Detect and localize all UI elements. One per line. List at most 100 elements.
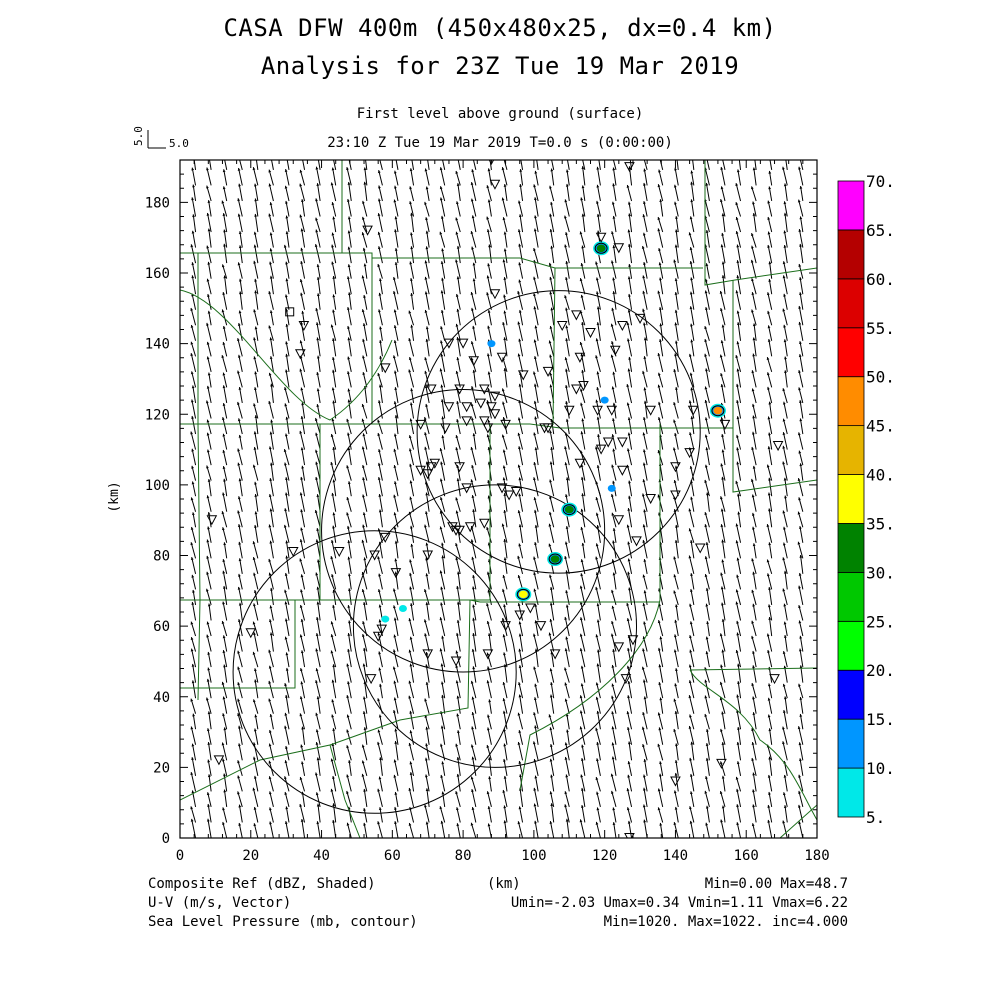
wind-vector-head	[705, 542, 709, 545]
wind-vector-head	[301, 761, 304, 765]
wind-vector-head	[439, 197, 443, 201]
wind-vector	[767, 804, 773, 823]
wind-vector	[206, 555, 212, 574]
wind-vector	[317, 601, 321, 621]
wind-vector-head	[409, 201, 412, 205]
wind-vector-head	[564, 791, 568, 795]
wind-vector	[704, 573, 710, 590]
wind-vector-head	[643, 819, 647, 823]
x-tick-label: 80	[455, 848, 472, 864]
wind-vector-head	[610, 354, 614, 358]
wind-vector-head	[332, 776, 335, 779]
wind-vector-head	[190, 324, 194, 328]
wind-vector	[628, 432, 633, 450]
wind-vector-head	[533, 697, 537, 701]
wind-vector-head	[751, 512, 755, 516]
wind-vector-head	[628, 495, 631, 499]
wind-vector-head	[782, 461, 786, 465]
wind-vector	[237, 401, 243, 419]
wind-vector-head	[486, 527, 489, 530]
wind-vector	[612, 649, 617, 668]
station-marker	[769, 674, 780, 685]
wind-vector	[735, 589, 742, 606]
wind-vector-head	[549, 821, 553, 824]
wind-vector-head	[673, 649, 677, 653]
wind-vector-head	[236, 401, 240, 405]
wind-vector-head	[596, 184, 600, 188]
wind-vector-head	[642, 308, 645, 312]
wind-vector-head	[595, 512, 599, 516]
wind-vector-head	[253, 244, 257, 248]
station-marker	[634, 313, 646, 324]
wind-vector-head	[254, 679, 257, 683]
wind-vector	[441, 725, 446, 745]
wind-vector-head	[798, 450, 802, 454]
wind-vector	[565, 401, 570, 419]
wind-vector	[535, 524, 539, 543]
wind-vector-head	[285, 200, 288, 204]
wind-vector	[410, 277, 415, 295]
wind-vector-head	[783, 696, 787, 700]
wind-vector	[486, 216, 492, 233]
wind-vector-head	[284, 185, 288, 189]
wind-vector-head	[425, 230, 429, 234]
wind-vector-head	[238, 310, 242, 314]
wind-vector	[503, 277, 508, 295]
wind-vector-head	[675, 668, 678, 672]
wind-vector-head	[534, 170, 538, 174]
wind-vector	[285, 821, 290, 838]
wind-vector	[379, 278, 383, 295]
wind-vector	[722, 742, 726, 761]
wind-vector-head	[721, 649, 725, 653]
wind-vector-head	[782, 542, 786, 546]
wind-vector	[784, 183, 788, 202]
wind-vector-head	[704, 307, 708, 310]
wind-vector-head	[611, 464, 615, 468]
wind-vector-head	[643, 182, 646, 186]
wind-vector	[426, 602, 430, 621]
wind-vector	[331, 492, 337, 512]
wind-vector	[612, 277, 617, 295]
wind-vector-head	[720, 244, 724, 248]
wind-vector	[472, 648, 477, 668]
wind-vector-head	[175, 668, 178, 671]
wind-vector-head	[176, 603, 179, 606]
wind-vector	[207, 432, 212, 450]
wind-vector-head	[642, 290, 646, 294]
station-marker	[457, 338, 469, 349]
wind-vector	[317, 160, 321, 170]
wind-vector-head	[642, 679, 646, 683]
wind-vector	[736, 260, 742, 279]
wind-vector-head	[441, 542, 444, 546]
wind-vector	[361, 275, 368, 295]
wind-vector	[316, 183, 321, 202]
y-tick-label: 140	[145, 337, 170, 353]
wind-vector-head	[268, 680, 272, 684]
wind-vector-head	[424, 633, 427, 637]
station-marker	[571, 310, 582, 321]
wind-vector	[362, 589, 368, 606]
wind-vector-head	[470, 776, 474, 780]
wind-vector-head	[657, 807, 661, 811]
wind-vector-head	[688, 555, 692, 559]
wind-vector-head	[175, 493, 178, 496]
wind-vector-head	[549, 325, 553, 329]
wind-vector-head	[268, 729, 272, 733]
wind-vector	[612, 386, 617, 404]
wind-vector-head	[346, 497, 350, 501]
wind-vector-head	[611, 231, 614, 235]
wind-vector	[517, 432, 524, 450]
wind-vector-head	[470, 403, 474, 407]
wind-vector-head	[721, 711, 725, 715]
wind-vector	[440, 774, 446, 792]
wind-vector-head	[361, 760, 365, 764]
wind-vector-head	[502, 575, 506, 578]
wind-vector-head	[549, 291, 553, 295]
wind-vector	[317, 696, 321, 714]
wind-vector-head	[565, 338, 569, 341]
wind-vector-head	[269, 261, 272, 265]
wind-vector-head	[284, 683, 288, 687]
wind-vector	[536, 160, 539, 170]
footer-uv-minmax: Umin=-2.03 Umax=0.34 Vmin=1.11 Vmax=6.22	[510, 895, 848, 911]
station-marker	[574, 352, 586, 363]
